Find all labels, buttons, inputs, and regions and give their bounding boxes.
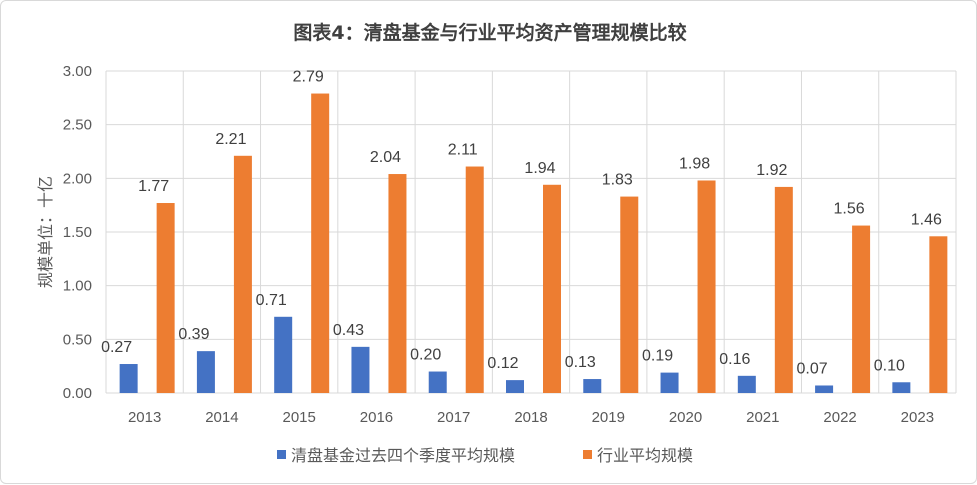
data-label: 1.77 xyxy=(138,178,169,195)
data-label: 1.92 xyxy=(756,162,787,179)
x-tick-label: 2022 xyxy=(823,409,856,426)
bar-industry-average xyxy=(311,93,330,393)
y-tick-label: 2.50 xyxy=(63,117,92,134)
x-axis-ticks: 2013 2014 2015 2016 2017 2018 2019 2020 2021 2022… xyxy=(128,409,934,426)
bars xyxy=(119,93,948,393)
bar-industry-average xyxy=(929,236,948,393)
data-label: 2.21 xyxy=(215,131,246,148)
bar-liquidated-fund xyxy=(351,346,370,393)
bar-liquidated-fund xyxy=(892,382,911,393)
chart-title: 图表4：清盘基金与行业平均资产管理规模比较 xyxy=(293,21,686,44)
legend: 清盘基金过去四个季度平均规模 行业平均规模 xyxy=(277,446,693,465)
data-label: 0.43 xyxy=(333,322,364,339)
bar-industry-average xyxy=(233,155,252,393)
x-tick-label: 2023 xyxy=(901,409,934,426)
x-tick-label: 2018 xyxy=(514,409,547,426)
gridlines xyxy=(105,70,957,394)
bar-industry-average xyxy=(697,180,716,393)
y-axis-ticks: 0.00 0.50 1.00 1.50 2.00 2.50 3.00 xyxy=(63,63,92,402)
legend-swatch xyxy=(583,450,592,459)
data-label: 2.04 xyxy=(370,149,401,166)
data-label: 2.11 xyxy=(448,142,478,159)
bar-industry-average xyxy=(620,196,639,393)
bar-liquidated-fund xyxy=(428,371,447,393)
y-tick-label: 2.00 xyxy=(63,170,92,187)
y-axis-label: 规模单位：十亿 xyxy=(36,176,55,288)
x-tick-label: 2016 xyxy=(360,409,393,426)
legend-label: 清盘基金过去四个季度平均规模 xyxy=(291,446,515,465)
y-tick-label: 0.50 xyxy=(63,331,92,348)
x-tick-label: 2013 xyxy=(128,409,161,426)
data-label: 1.98 xyxy=(679,155,710,172)
data-labels: 0.27 0.39 0.71 0.43 0.20 0.12 0.13 0.19 0.16 0.07… xyxy=(101,69,942,378)
data-label: 1.94 xyxy=(524,160,555,177)
legend-label: 行业平均规模 xyxy=(597,446,693,465)
data-label: 0.39 xyxy=(178,326,209,343)
data-label: 0.12 xyxy=(487,355,518,372)
data-label: 0.07 xyxy=(797,360,828,377)
data-label: 1.56 xyxy=(834,201,865,218)
data-label: 2.79 xyxy=(293,69,324,86)
bar-liquidated-fund xyxy=(119,364,138,393)
bar-liquidated-fund xyxy=(737,375,756,393)
data-label: 1.46 xyxy=(911,211,942,228)
y-tick-label: 1.50 xyxy=(63,224,92,241)
y-tick-label: 1.00 xyxy=(63,278,92,295)
bar-liquidated-fund xyxy=(274,316,293,393)
bar-liquidated-fund xyxy=(506,380,524,393)
bar-industry-average xyxy=(774,186,793,393)
x-tick-label: 2017 xyxy=(437,409,470,426)
bar-industry-average xyxy=(852,225,871,393)
data-label: 0.20 xyxy=(410,347,441,364)
bar-industry-average xyxy=(388,174,407,393)
x-tick-label: 2015 xyxy=(282,409,315,426)
data-label: 0.71 xyxy=(256,292,287,309)
data-label: 0.13 xyxy=(565,354,596,371)
bar-liquidated-fund xyxy=(196,351,215,393)
bar-liquidated-fund xyxy=(815,385,834,393)
data-label: 0.16 xyxy=(719,351,750,368)
data-label: 0.27 xyxy=(101,339,132,356)
data-label: 1.83 xyxy=(602,172,633,189)
x-tick-label: 2014 xyxy=(205,409,238,426)
x-tick-label: 2020 xyxy=(669,409,702,426)
legend-swatch xyxy=(277,450,286,459)
y-tick-label: 0.00 xyxy=(63,385,92,402)
data-label: 0.19 xyxy=(642,348,673,365)
bar-industry-average xyxy=(156,203,175,393)
data-label: 0.10 xyxy=(874,357,905,374)
bar-liquidated-fund xyxy=(660,372,679,393)
bar-industry-average xyxy=(543,184,561,393)
bar-liquidated-fund xyxy=(583,379,602,393)
y-tick-label: 3.00 xyxy=(63,63,92,80)
x-tick-label: 2021 xyxy=(746,409,779,426)
bar-industry-average xyxy=(465,166,484,393)
x-tick-label: 2019 xyxy=(592,409,625,426)
